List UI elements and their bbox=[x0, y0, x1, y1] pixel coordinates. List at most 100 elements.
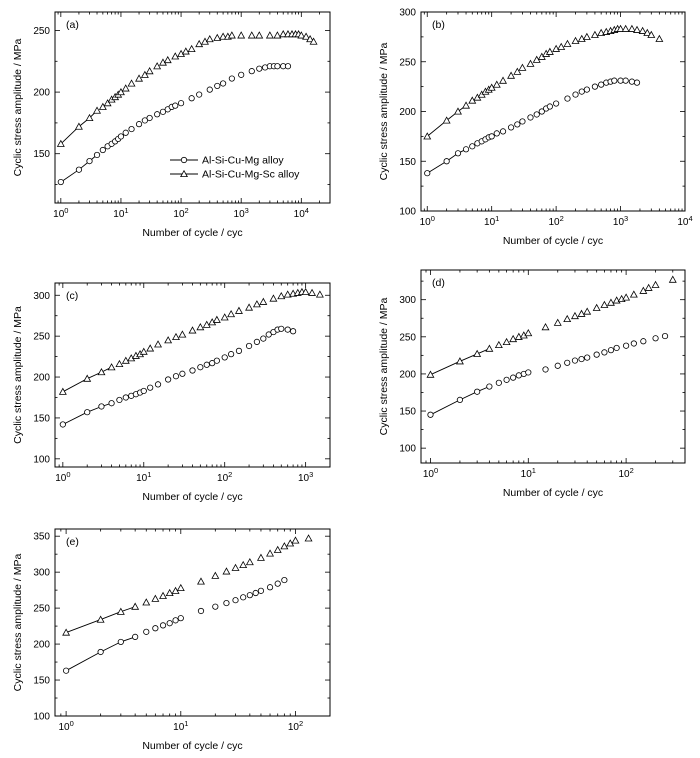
y-tick-label: 150 bbox=[399, 157, 416, 168]
data-point bbox=[223, 599, 230, 607]
data-point bbox=[290, 328, 297, 335]
data-point bbox=[493, 130, 500, 137]
data-point bbox=[159, 591, 168, 599]
legend: Al-Si-Cu-Mg alloy Al-Si-Cu-Mg-Sc alloy bbox=[170, 155, 300, 181]
y-tick-label: 250 bbox=[33, 332, 50, 343]
data-point bbox=[99, 146, 106, 154]
y-tick-label: 200 bbox=[33, 373, 50, 384]
data-point bbox=[117, 133, 125, 140]
data-point bbox=[142, 598, 151, 606]
data-point bbox=[638, 26, 647, 34]
data-point bbox=[176, 583, 185, 592]
data-point bbox=[211, 571, 220, 579]
data-point bbox=[232, 597, 239, 604]
x-tick-label: 102 bbox=[288, 719, 303, 733]
data-point bbox=[121, 356, 130, 364]
data-point bbox=[257, 587, 265, 594]
data-point bbox=[606, 298, 615, 306]
data-point bbox=[96, 615, 105, 623]
data-point bbox=[301, 287, 310, 296]
data-point bbox=[238, 71, 245, 78]
data-point bbox=[165, 588, 174, 597]
x-tick-label: 103 bbox=[234, 206, 249, 220]
series-al-si-cu-mg bbox=[57, 63, 292, 186]
data-point bbox=[640, 338, 647, 345]
y-tick-label: 250 bbox=[399, 57, 416, 68]
data-point bbox=[166, 620, 173, 627]
x-tick-label: 102 bbox=[217, 470, 232, 484]
data-point bbox=[98, 102, 107, 110]
x-axis-title: Number of cycle / cyc bbox=[142, 491, 242, 503]
data-point bbox=[246, 592, 253, 599]
data-point bbox=[424, 170, 431, 177]
data-point bbox=[590, 30, 599, 38]
y-tick-label: 150 bbox=[33, 413, 50, 424]
y-tick-label: 150 bbox=[399, 407, 416, 418]
data-point bbox=[633, 25, 641, 33]
data-point bbox=[563, 39, 572, 47]
series-line bbox=[62, 366, 112, 393]
data-point bbox=[651, 280, 660, 288]
data-point bbox=[281, 576, 288, 584]
series-al-si-cu-mg-sc bbox=[426, 275, 677, 378]
data-point bbox=[266, 549, 275, 557]
data-point bbox=[171, 52, 180, 60]
data-point bbox=[627, 24, 636, 32]
series-al-si-cu-mg-sc bbox=[58, 287, 324, 395]
data-point bbox=[214, 82, 221, 90]
data-point bbox=[163, 55, 172, 64]
data-point bbox=[499, 76, 508, 84]
data-point bbox=[245, 342, 253, 350]
data-point bbox=[542, 366, 549, 373]
legend-label: Al-Si-Cu-Mg-Sc alloy bbox=[202, 169, 300, 181]
data-point bbox=[154, 381, 162, 388]
data-point bbox=[578, 355, 585, 363]
data-point bbox=[56, 139, 65, 147]
y-tick-label: 100 bbox=[33, 712, 50, 723]
data-point bbox=[577, 309, 586, 317]
data-point bbox=[196, 91, 203, 98]
data-point bbox=[553, 100, 560, 107]
data-point bbox=[59, 421, 66, 428]
data-point bbox=[220, 313, 229, 321]
data-point bbox=[469, 143, 476, 150]
data-point bbox=[205, 34, 214, 43]
x-tick-label: 100 bbox=[53, 206, 68, 220]
data-point bbox=[647, 30, 656, 38]
data-point bbox=[181, 47, 190, 55]
panel-label: (c) bbox=[66, 290, 78, 302]
data-point bbox=[266, 584, 274, 591]
data-point bbox=[607, 347, 615, 354]
data-point bbox=[629, 290, 638, 298]
data-point bbox=[145, 67, 154, 75]
data-point bbox=[62, 628, 71, 636]
data-point bbox=[668, 275, 677, 283]
data-point bbox=[103, 99, 112, 107]
x-axis-title: Number of cycle / cyc bbox=[503, 487, 603, 499]
data-point bbox=[222, 567, 231, 575]
y-axis-title: Cyclic stress amplitude / MPa bbox=[12, 553, 24, 691]
data-point bbox=[279, 30, 288, 38]
data-point bbox=[153, 62, 162, 70]
data-point bbox=[553, 318, 562, 326]
data-point bbox=[188, 95, 195, 102]
data-point bbox=[274, 63, 281, 70]
x-tick-label: 102 bbox=[548, 214, 563, 228]
data-point bbox=[131, 602, 140, 610]
y-tick-label: 250 bbox=[33, 604, 50, 615]
data-point bbox=[213, 357, 220, 364]
data-point bbox=[643, 28, 652, 36]
data-point bbox=[57, 178, 64, 186]
y-tick-label: 150 bbox=[33, 149, 50, 160]
y-axis-title: Cyclic stress amplitude / MPa bbox=[12, 38, 24, 176]
series-line bbox=[60, 154, 98, 183]
series-al-si-cu-mg bbox=[59, 325, 297, 428]
data-point bbox=[219, 32, 228, 40]
data-point bbox=[260, 335, 267, 342]
data-point bbox=[280, 542, 289, 550]
legend-label: Al-Si-Cu-Mg alloy bbox=[202, 155, 284, 167]
x-tick-label: 101 bbox=[173, 719, 188, 733]
data-point bbox=[507, 124, 515, 131]
series-al-si-cu-mg bbox=[427, 332, 669, 418]
